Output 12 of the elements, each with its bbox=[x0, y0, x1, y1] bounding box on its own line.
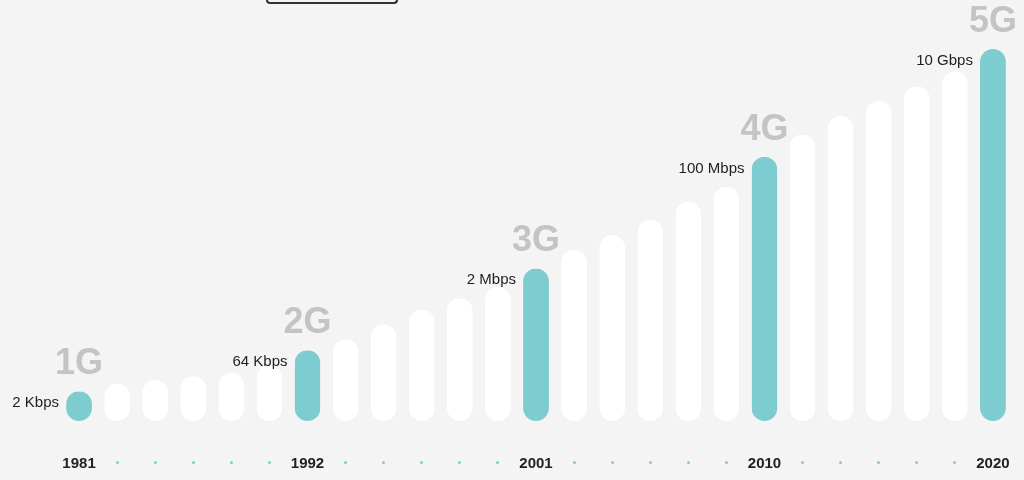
x-tick-label: 1981 bbox=[62, 453, 96, 471]
bar bbox=[751, 156, 778, 421]
x-tick-label: 2020 bbox=[976, 453, 1010, 471]
annotation: 2 Mbps bbox=[466, 270, 516, 288]
annotation: 64 Kbps bbox=[232, 352, 288, 370]
annotation: 10 Gbps bbox=[916, 51, 973, 68]
annotation: 2 Kbps bbox=[12, 393, 60, 411]
annotation: 100 Mbps bbox=[678, 158, 745, 176]
x-tick-label: 1992 bbox=[290, 453, 325, 471]
x-tick-label: 2010 bbox=[747, 453, 782, 471]
bar bbox=[980, 49, 1006, 421]
x-tick-label: 2001 bbox=[519, 453, 553, 471]
